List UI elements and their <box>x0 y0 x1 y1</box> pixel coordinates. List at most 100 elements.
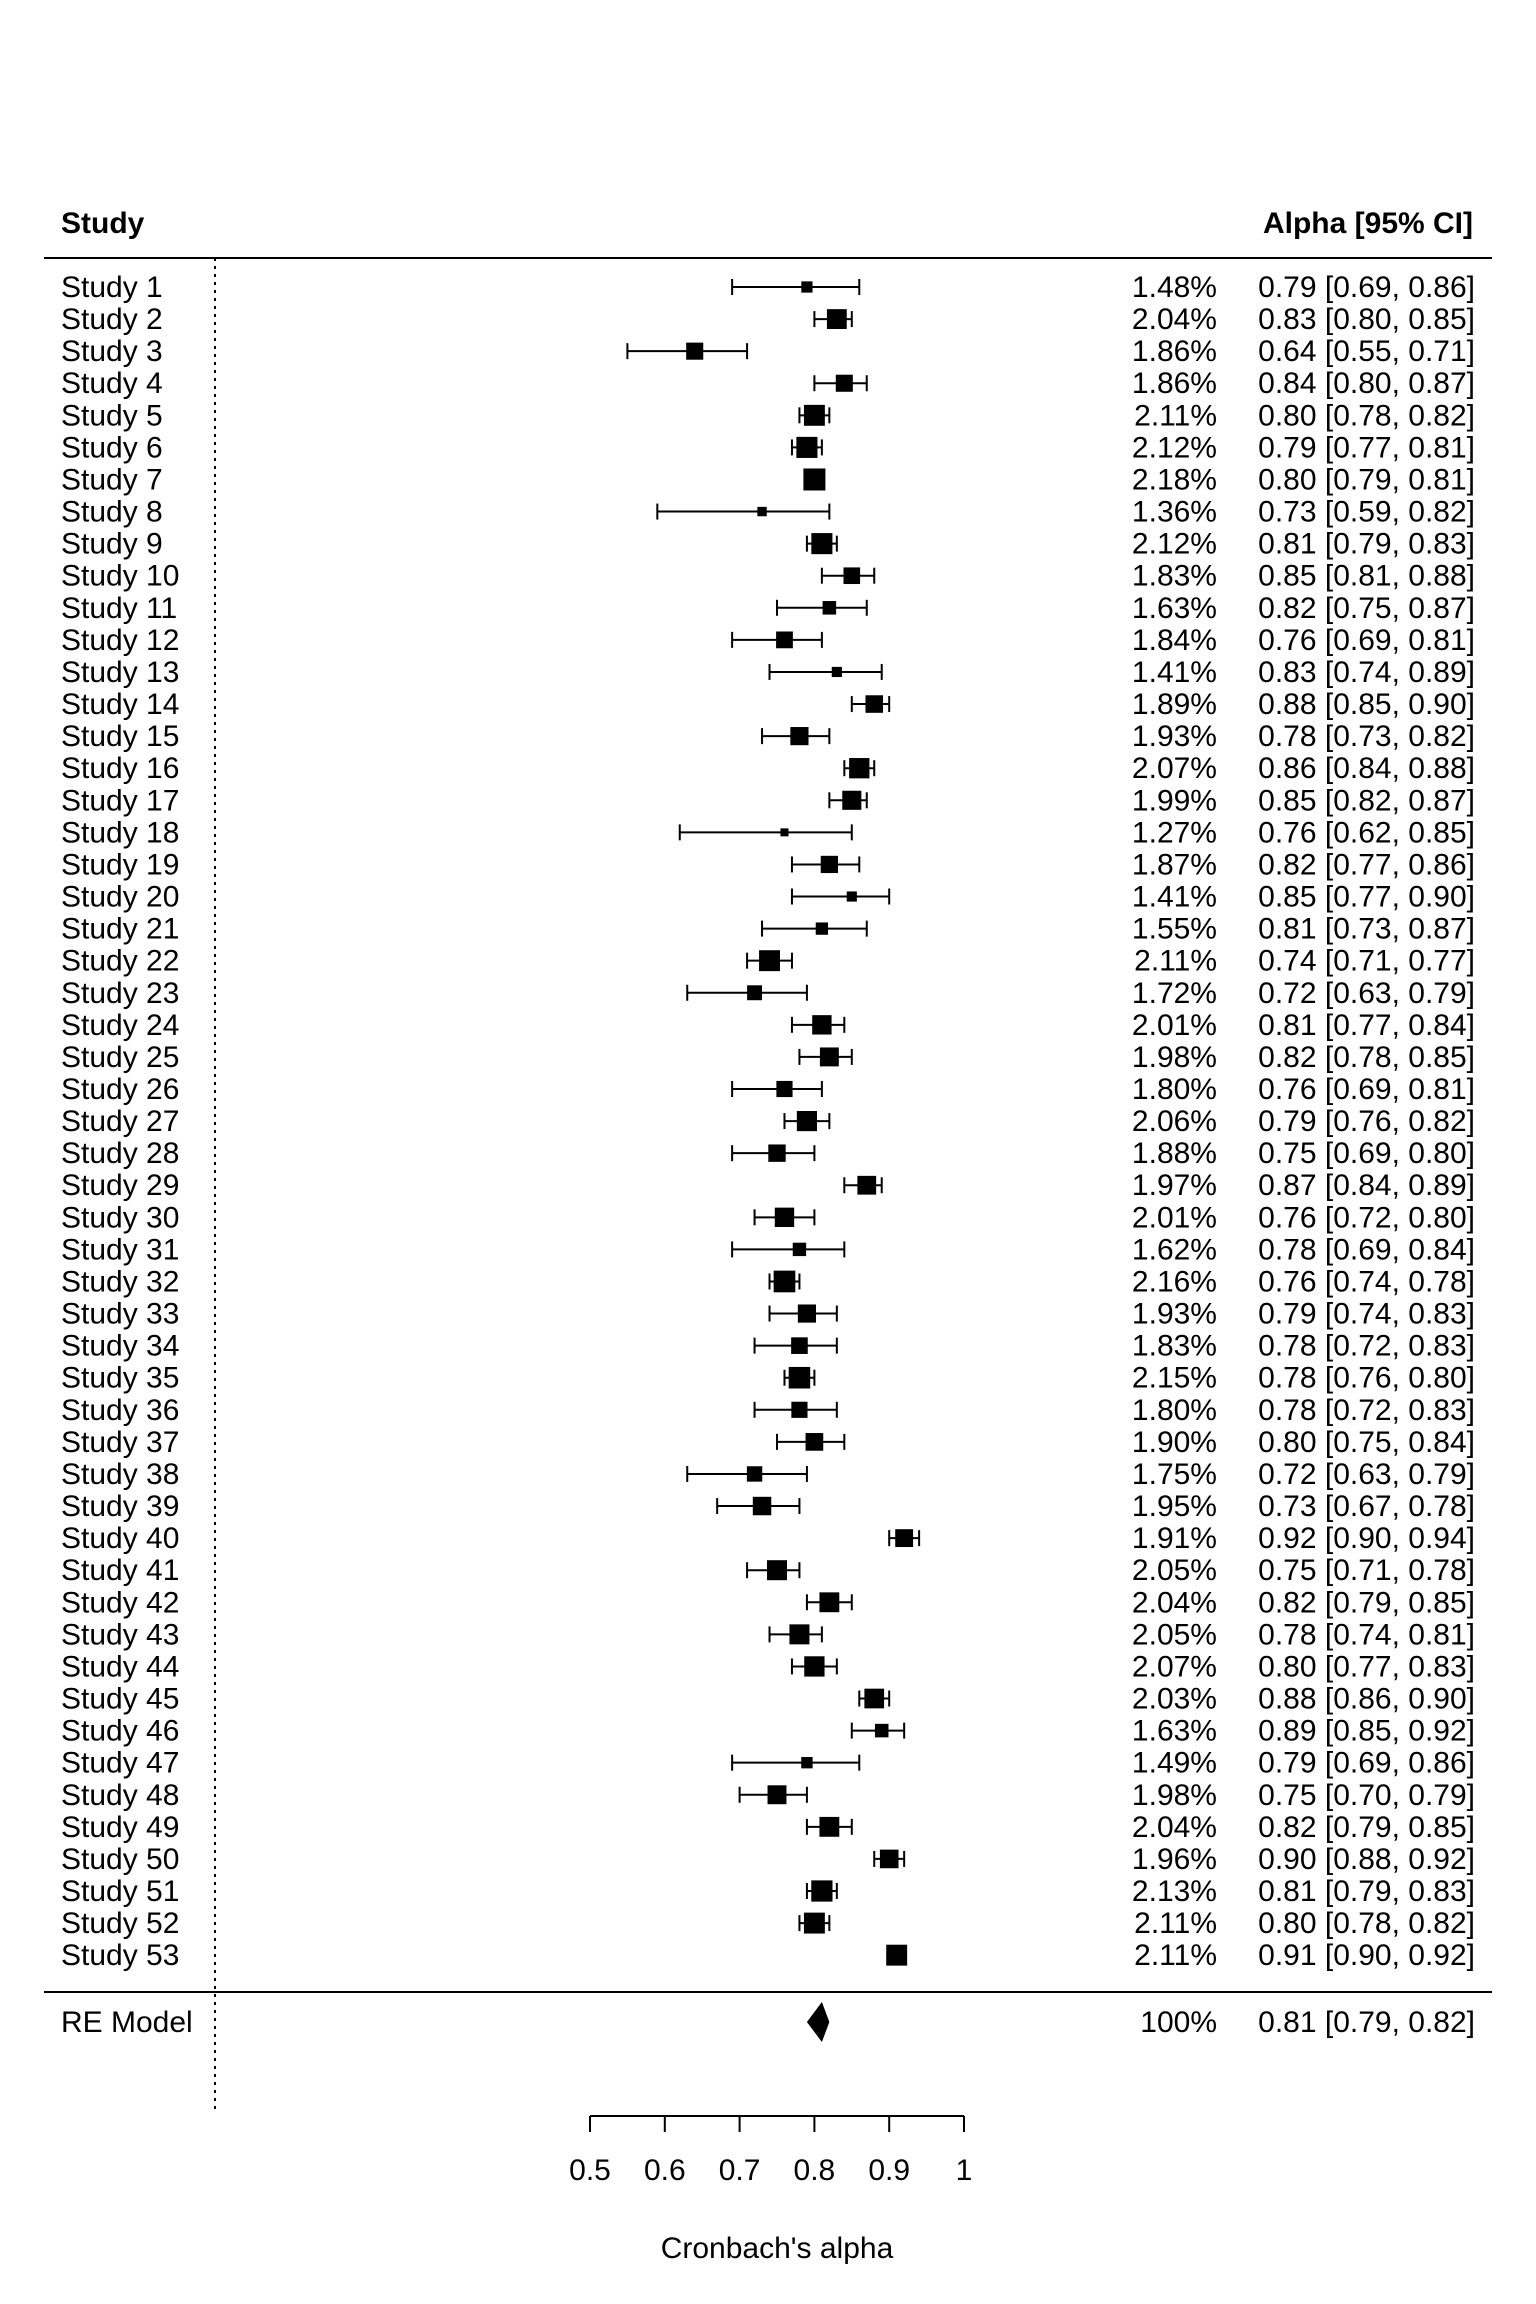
study-weight: 2.04% <box>1132 1811 1217 1844</box>
study-estimate: 0.76 [0.62, 0.85] <box>1258 816 1475 849</box>
study-estimate: 0.78 [0.72, 0.83] <box>1258 1330 1475 1363</box>
study-weight: 2.16% <box>1132 1265 1217 1298</box>
study-label: Study 53 <box>61 1939 179 1972</box>
table-row: Study 7 2.18% 0.80 [0.79, 0.81] <box>61 463 1475 496</box>
x-tick-label: 0.7 <box>719 2154 761 2187</box>
table-row: Study 13 1.41% 0.83 [0.74, 0.89] <box>61 656 1475 689</box>
study-label: Study 12 <box>61 624 179 657</box>
study-weight: 1.83% <box>1132 1330 1217 1363</box>
study-label: Study 23 <box>61 977 179 1010</box>
study-estimate: 0.81 [0.73, 0.87] <box>1258 913 1475 946</box>
point-estimate <box>864 1688 885 1709</box>
study-estimate: 0.88 [0.86, 0.90] <box>1258 1683 1475 1716</box>
table-row: Study 1 1.48% 0.79 [0.69, 0.86] <box>61 271 1475 304</box>
point-estimate <box>790 727 809 746</box>
table-row: Study 47 1.49% 0.79 [0.69, 0.86] <box>61 1747 1475 1780</box>
study-weight: 2.11% <box>1134 945 1217 978</box>
table-row: Study 27 2.06% 0.79 [0.76, 0.82] <box>61 1105 1475 1138</box>
study-label: Study 27 <box>61 1105 179 1138</box>
study-weight: 1.99% <box>1132 784 1217 817</box>
study-label: Study 4 <box>61 367 163 400</box>
study-weight: 1.98% <box>1132 1041 1217 1074</box>
point-estimate <box>746 1466 763 1482</box>
table-row: Study 10 1.83% 0.85 [0.81, 0.88] <box>61 560 1475 593</box>
study-estimate: 0.76 [0.69, 0.81] <box>1258 624 1475 657</box>
study-label: Study 34 <box>61 1330 179 1363</box>
table-row: Study 50 1.96% 0.90 [0.88, 0.92] <box>61 1843 1475 1876</box>
table-row: Study 15 1.93% 0.78 [0.73, 0.82] <box>61 720 1475 753</box>
table-row: Study 43 2.05% 0.78 [0.74, 0.81] <box>61 1618 1475 1651</box>
table-row: Study 8 1.36% 0.73 [0.59, 0.82] <box>61 496 1475 529</box>
study-estimate: 0.81 [0.77, 0.84] <box>1258 1009 1475 1042</box>
study-weight: 2.11% <box>1134 399 1217 432</box>
table-row: Study 12 1.84% 0.76 [0.69, 0.81] <box>61 624 1475 657</box>
study-label: Study 43 <box>61 1618 179 1651</box>
point-estimate <box>835 374 853 392</box>
point-estimate <box>796 436 818 458</box>
study-weight: 1.80% <box>1132 1394 1217 1427</box>
study-label: Study 45 <box>61 1683 179 1716</box>
table-row: Study 5 2.11% 0.80 [0.78, 0.82] <box>61 399 1475 432</box>
table-row: Study 36 1.80% 0.78 [0.72, 0.83] <box>61 1394 1475 1427</box>
study-weight: 2.05% <box>1132 1554 1217 1587</box>
study-label: Study 30 <box>61 1201 179 1234</box>
study-estimate: 0.88 [0.85, 0.90] <box>1258 688 1475 721</box>
study-estimate: 0.82 [0.78, 0.85] <box>1258 1041 1475 1074</box>
point-estimate <box>768 1144 786 1162</box>
study-weight: 1.97% <box>1132 1169 1217 1202</box>
study-estimate: 0.81 [0.79, 0.83] <box>1258 1875 1475 1908</box>
table-row: Study 19 1.87% 0.82 [0.77, 0.86] <box>61 848 1475 881</box>
point-estimate <box>803 404 825 426</box>
study-label: Study 37 <box>61 1426 179 1459</box>
study-estimate: 0.64 [0.55, 0.71] <box>1258 335 1475 368</box>
table-row: Study 31 1.62% 0.78 [0.69, 0.84] <box>61 1233 1475 1266</box>
study-weight: 1.49% <box>1132 1747 1217 1780</box>
study-weight: 2.04% <box>1132 1586 1217 1619</box>
study-estimate: 0.76 [0.74, 0.78] <box>1258 1265 1475 1298</box>
table-row: Study 23 1.72% 0.72 [0.63, 0.79] <box>61 977 1475 1010</box>
table-row: Study 26 1.80% 0.76 [0.69, 0.81] <box>61 1073 1475 1106</box>
study-label: Study 24 <box>61 1009 179 1042</box>
study-weight: 1.27% <box>1132 816 1217 849</box>
study-label: Study 10 <box>61 560 179 593</box>
header-study: Study <box>61 207 145 240</box>
study-label: Study 38 <box>61 1458 179 1491</box>
table-row: Study 25 1.98% 0.82 [0.78, 0.85] <box>61 1041 1475 1074</box>
table-row: Study 52 2.11% 0.80 [0.78, 0.82] <box>61 1907 1475 1940</box>
study-label: Study 44 <box>61 1650 179 1683</box>
study-label: Study 26 <box>61 1073 179 1106</box>
point-estimate <box>776 631 793 649</box>
study-estimate: 0.81 [0.79, 0.83] <box>1258 528 1475 561</box>
table-row: Study 16 2.07% 0.86 [0.84, 0.88] <box>61 752 1475 785</box>
study-weight: 1.93% <box>1132 1298 1217 1331</box>
study-weight: 1.75% <box>1132 1458 1217 1491</box>
table-row: Study 4 1.86% 0.84 [0.80, 0.87] <box>61 367 1475 400</box>
study-label: Study 41 <box>61 1554 179 1587</box>
point-estimate <box>815 922 829 935</box>
study-estimate: 0.78 [0.74, 0.81] <box>1258 1618 1475 1651</box>
table-row: Study 37 1.90% 0.80 [0.75, 0.84] <box>61 1426 1475 1459</box>
study-estimate: 0.80 [0.78, 0.82] <box>1258 1907 1475 1940</box>
point-estimate <box>774 1207 795 1228</box>
study-label: Study 3 <box>61 335 163 368</box>
study-weight: 2.15% <box>1132 1362 1217 1395</box>
point-estimate <box>819 1592 840 1613</box>
study-estimate: 0.80 [0.78, 0.82] <box>1258 399 1475 432</box>
study-label: Study 2 <box>61 303 163 336</box>
study-label: Study 52 <box>61 1907 179 1940</box>
study-estimate: 0.72 [0.63, 0.79] <box>1258 977 1475 1010</box>
study-estimate: 0.83 [0.80, 0.85] <box>1258 303 1475 336</box>
study-estimate: 0.91 [0.90, 0.92] <box>1258 1939 1475 1972</box>
point-estimate <box>752 1496 772 1516</box>
point-estimate <box>788 1366 811 1389</box>
study-weight: 1.83% <box>1132 560 1217 593</box>
summary-estimate: 0.81 [0.79, 0.82] <box>1258 2006 1475 2039</box>
point-estimate <box>874 1723 889 1738</box>
x-tick-label: 0.9 <box>868 2154 910 2187</box>
study-weight: 1.90% <box>1132 1426 1217 1459</box>
study-estimate: 0.89 [0.85, 0.92] <box>1258 1715 1475 1748</box>
table-row: Study 2 2.04% 0.83 [0.80, 0.85] <box>61 303 1475 336</box>
study-label: Study 21 <box>61 913 179 946</box>
table-row: Study 18 1.27% 0.76 [0.62, 0.85] <box>61 816 1475 849</box>
